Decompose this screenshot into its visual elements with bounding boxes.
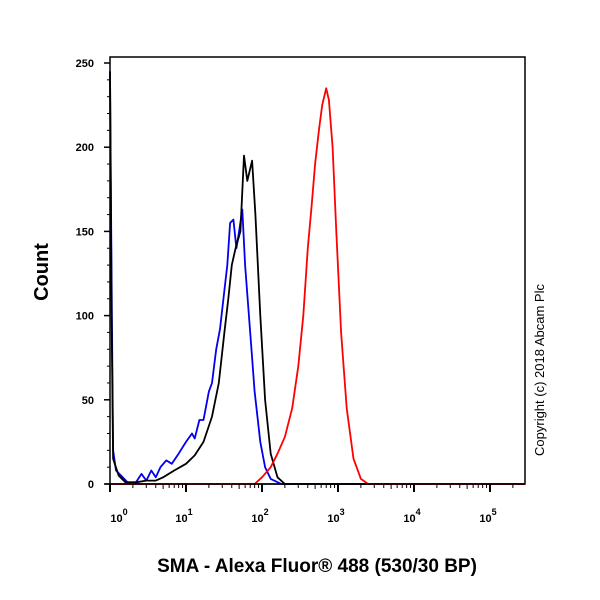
- x-tick-label: 105: [479, 507, 496, 525]
- y-tick-label: 0: [88, 479, 94, 491]
- series-group: [109, 71, 525, 485]
- x-tick-label: 104: [403, 507, 420, 525]
- y-axis-label: Count: [31, 243, 53, 301]
- y-tick-label: 100: [76, 311, 94, 323]
- x-tick-label: 101: [175, 507, 192, 525]
- series-line-1: [109, 71, 525, 485]
- series-line-0: [109, 71, 525, 485]
- y-tick-label: 250: [76, 58, 94, 70]
- x-tick-label: 102: [251, 507, 268, 525]
- y-tick-label: 150: [76, 226, 94, 238]
- x-axis-label: SMA - Alexa Fluor® 488 (530/30 BP): [157, 556, 477, 577]
- series-line-2: [110, 87, 525, 485]
- y-tick-label: 200: [76, 142, 94, 154]
- copyright-annotation: Copyright (c) 2018 Abcam Plc: [532, 284, 547, 456]
- x-tick-label: 100: [110, 507, 127, 525]
- x-tick-label: 103: [327, 507, 344, 525]
- axes-group: 0 50 100 150 200 250 100 101 102 103 104 105: [76, 58, 525, 525]
- y-tick-label: 50: [82, 395, 94, 407]
- plot-frame: [109, 56, 526, 485]
